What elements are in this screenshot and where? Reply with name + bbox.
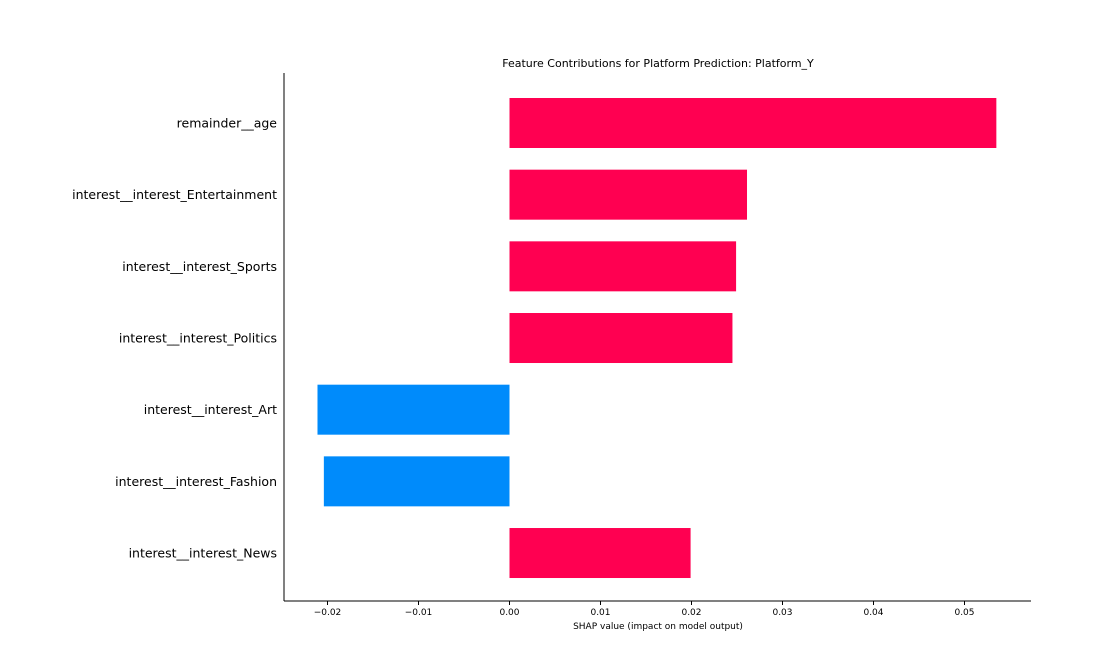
x-tick-label: 0.04 bbox=[863, 608, 883, 618]
chart-title: Feature Contributions for Platform Predi… bbox=[502, 57, 814, 70]
category-label: interest__interest_Art bbox=[144, 402, 277, 417]
category-label: interest__interest_News bbox=[129, 546, 277, 561]
x-tick-label: 0.02 bbox=[681, 608, 701, 618]
x-tick-label: −0.02 bbox=[314, 608, 342, 618]
category-label: interest__interest_Entertainment bbox=[72, 187, 277, 202]
bar-interest__interest_Fashion bbox=[323, 456, 510, 507]
category-label: remainder__age bbox=[177, 116, 278, 131]
x-tick-label: 0.01 bbox=[590, 608, 610, 618]
bar-interest__interest_Art bbox=[317, 384, 510, 435]
bar-interest__interest_Politics bbox=[509, 313, 733, 364]
x-ticks-group: −0.02 −0.01 0.00 0.01 0.02 0.03 0.04 0.05 bbox=[314, 601, 975, 618]
category-label: interest__interest_Politics bbox=[119, 331, 277, 346]
category-label: interest__interest_Fashion bbox=[115, 474, 277, 489]
bars-group bbox=[317, 98, 997, 579]
x-axis-label: SHAP value (impact on model output) bbox=[573, 622, 743, 632]
x-tick-label: 0.00 bbox=[499, 608, 519, 618]
x-tick-label: 0.05 bbox=[954, 608, 974, 618]
x-tick-label: −0.01 bbox=[405, 608, 433, 618]
x-tick-label: 0.03 bbox=[772, 608, 792, 618]
bar-interest__interest_Entertainment bbox=[509, 169, 748, 220]
bar-interest__interest_News bbox=[509, 528, 691, 579]
category-labels-group: remainder__age interest__interest_Enterta… bbox=[72, 116, 277, 561]
category-label: interest__interest_Sports bbox=[122, 259, 277, 274]
bar-remainder__age bbox=[509, 98, 997, 148]
bar-interest__interest_Sports bbox=[509, 241, 737, 292]
